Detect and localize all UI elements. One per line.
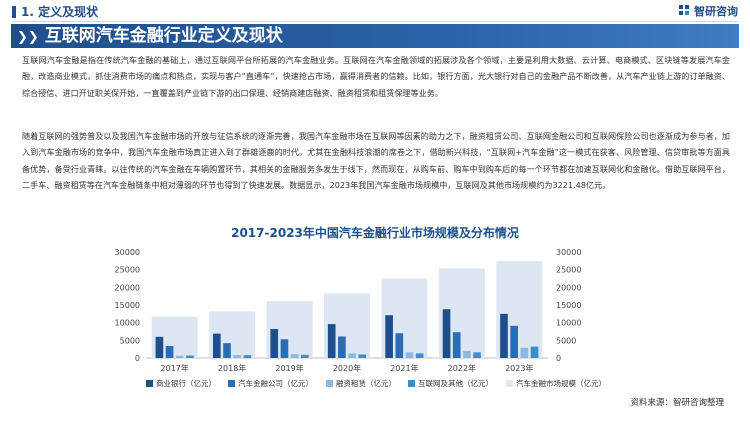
bar-series-2 <box>175 355 184 358</box>
y-right-tick-label: 5000 <box>556 336 576 345</box>
bar-series-0 <box>385 315 393 358</box>
bar-series-2 <box>520 347 529 358</box>
x-tick-label: 2019年 <box>275 363 303 373</box>
bar-series-2 <box>405 352 414 358</box>
legend-entry: 商业银行（亿元） <box>156 378 216 388</box>
y-left-tick-label: 5000 <box>120 336 140 345</box>
y-left-tick-label: 15000 <box>115 301 140 310</box>
bar-series-1 <box>165 345 174 358</box>
bar-series-0 <box>500 313 508 358</box>
bar-series-3 <box>473 352 481 358</box>
legend-swatch <box>506 380 513 387</box>
bar-series-3 <box>243 355 252 358</box>
bar-series-0 <box>270 329 279 358</box>
y-left-tick-label: 30000 <box>115 248 140 257</box>
chart-title: 2017-2023年中国汽车金融行业市场规模及分布情况 <box>231 226 519 240</box>
x-tick-label: 2017年 <box>161 363 189 373</box>
bar-series-2 <box>348 353 356 358</box>
x-tick-label: 2023年 <box>505 363 533 373</box>
bar-series-3 <box>300 354 309 358</box>
bar-series-1 <box>395 333 404 358</box>
bar-series-1 <box>452 332 461 358</box>
y-right-tick-label: 25000 <box>556 266 581 275</box>
x-tick-label: 2021年 <box>390 363 418 373</box>
legend-swatch <box>228 380 235 387</box>
y-right-tick-label: 20000 <box>556 283 581 292</box>
bar-series-2 <box>290 354 299 358</box>
bar-series-3 <box>530 346 539 358</box>
y-right-tick-label: 30000 <box>556 248 581 257</box>
bar-series-2 <box>233 355 242 358</box>
bar-series-2 <box>463 350 471 358</box>
legend-entry: 汽车金融公司（亿元） <box>238 378 313 388</box>
bar-series-0 <box>327 324 336 358</box>
bar-series-0 <box>213 333 221 358</box>
brand-logo: 智研咨询 <box>679 3 738 19</box>
legend-swatch <box>326 380 333 387</box>
logo-text: 智研咨询 <box>694 5 738 18</box>
logo-mark-icon <box>679 5 691 17</box>
bar-series-1 <box>338 336 346 358</box>
x-tick-label: 2018年 <box>218 363 246 373</box>
legend-swatch <box>146 380 153 387</box>
page-title: 互联网汽车金融行业定义及现状 <box>44 26 283 46</box>
section-title: 1. 定义及现状 <box>12 3 98 20</box>
bar-series-1 <box>280 339 289 358</box>
section-bullet-icon <box>12 6 16 18</box>
double-chevron-icon: ❯❯ <box>17 30 39 45</box>
y-right-tick-label: 15000 <box>556 301 581 310</box>
bar-series-3 <box>358 354 367 358</box>
bar-series-3 <box>415 353 424 358</box>
section-title-text: 1. 定义及现状 <box>21 5 99 19</box>
y-left-tick-label: 10000 <box>115 319 140 328</box>
legend-swatch <box>408 380 415 387</box>
page-banner: ❯❯ 互联网汽车金融行业定义及现状 <box>11 24 739 48</box>
y-right-tick-label: 10000 <box>556 319 581 328</box>
bar-series-3 <box>186 355 194 358</box>
bar-series-0 <box>442 309 451 358</box>
market-size-chart: 0 5000 10000 15000 20000 25000 30000 0 5000 10000… <box>115 248 606 388</box>
x-tick-label: 2020年 <box>333 363 361 373</box>
bar-series-1 <box>510 325 518 358</box>
market-paragraph: 随着互联网的强势普及以及我国汽车金融市场的开放与征信系统的逐渐完善，我国汽车金融… <box>22 131 730 190</box>
legend-entry: 互联网及其他（亿元） <box>418 378 493 388</box>
y-left-tick-label: 25000 <box>115 266 140 275</box>
legend-entry: 融资租赁（亿元） <box>336 378 396 388</box>
x-tick-label: 2022年 <box>448 363 476 373</box>
header-divider <box>12 21 738 22</box>
intro-paragraph: 互联网汽车金融是指在传统汽车金融的基础上，通过互联网平台所拓展的汽车金融业务。互… <box>22 55 730 98</box>
bar-series-0 <box>155 336 164 358</box>
legend-entry: 汽车金融市场规模（亿元） <box>516 378 606 388</box>
y-left-tick-label: 0 <box>135 354 140 363</box>
bar-series-1 <box>223 343 231 358</box>
y-right-tick-label: 0 <box>556 354 561 363</box>
y-left-tick-label: 20000 <box>115 283 140 292</box>
source-note: 资料来源：智研咨询整理 <box>630 398 724 408</box>
